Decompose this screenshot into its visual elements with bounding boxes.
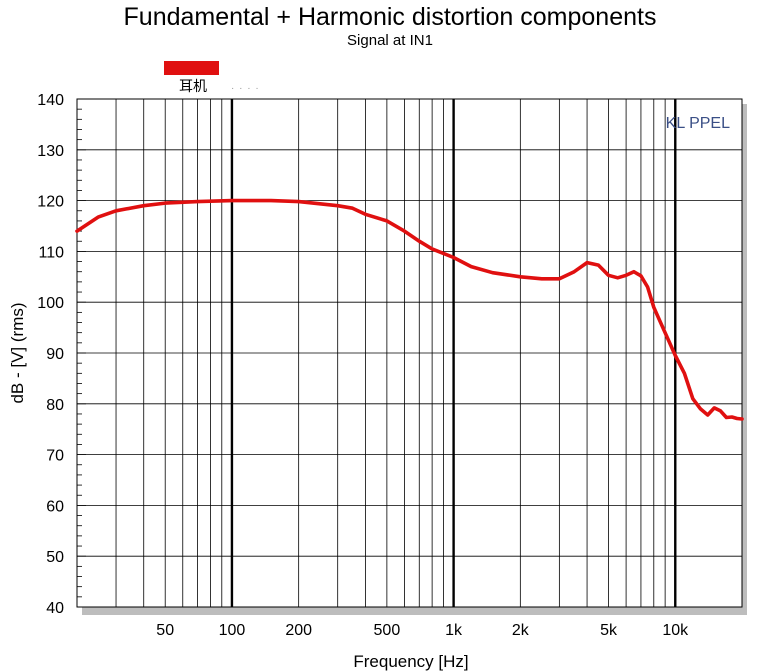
legend-label: 耳机 xyxy=(179,79,207,95)
x-axis-title: Frequency [Hz] xyxy=(353,652,468,671)
y-tick-label: 140 xyxy=(37,92,64,109)
x-tick-label: 5k xyxy=(600,622,618,639)
y-tick-label: 70 xyxy=(46,448,64,465)
y-tick-label: 110 xyxy=(38,244,64,261)
y-tick-label: 40 xyxy=(46,600,64,617)
chart-subtitle: Signal at IN1 xyxy=(347,32,433,49)
legend-swatch xyxy=(164,61,219,75)
y-axis-title: dB - [V] (rms) xyxy=(8,302,27,403)
y-tick-label: 100 xyxy=(37,295,64,312)
y-tick-label: 50 xyxy=(46,549,64,566)
x-tick-label: 50 xyxy=(156,622,174,639)
chart-title: Fundamental + Harmonic distortion compon… xyxy=(123,3,657,31)
grid xyxy=(77,99,742,607)
y-tick-labels: 40 50 60 70 80 90 100 110 120 130 140 xyxy=(37,92,64,617)
x-tick-label: 500 xyxy=(374,622,401,639)
x-tick-labels: 50 100 200 500 1k 2k 5k 10k xyxy=(156,622,689,639)
series-group xyxy=(75,198,744,421)
axis-ticks xyxy=(77,98,86,608)
y-tick-label: 80 xyxy=(46,397,64,414)
y-tick-label: 130 xyxy=(37,143,64,160)
x-tick-label: 2k xyxy=(512,622,530,639)
x-tick-label: 100 xyxy=(219,622,246,639)
y-tick-label: 120 xyxy=(37,194,64,211)
legend-dots: · · · · xyxy=(231,83,260,94)
watermark-label: KL PPEL xyxy=(666,115,730,132)
x-tick-label: 200 xyxy=(285,622,312,639)
series-line xyxy=(75,198,744,421)
y-tick-label: 90 xyxy=(46,346,64,363)
x-tick-label: 10k xyxy=(662,622,689,639)
x-tick-label: 1k xyxy=(445,622,463,639)
y-tick-label: 60 xyxy=(46,498,64,515)
